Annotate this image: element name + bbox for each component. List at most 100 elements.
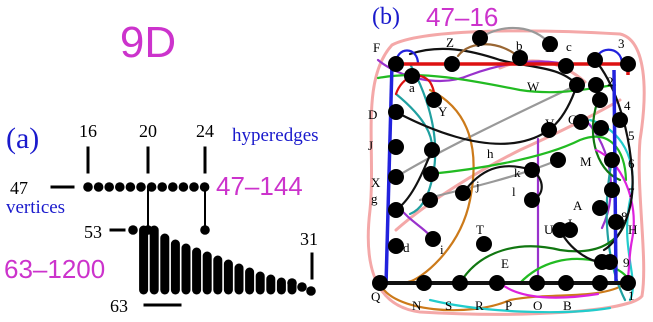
hyperedges-label: hyperedges <box>232 125 319 146</box>
number-20: 20 <box>139 121 157 141</box>
panel-b-count: 47–16 <box>426 2 498 32</box>
vertex-node <box>524 192 540 208</box>
vertex-label: S <box>445 298 452 313</box>
vertex-label: R <box>475 298 484 313</box>
vertex-node <box>455 185 471 201</box>
vertex-node <box>604 152 620 168</box>
vertex-dot <box>306 286 316 296</box>
vertex-node <box>372 275 388 291</box>
vertex-node <box>592 200 608 216</box>
number-53: 53 <box>84 222 102 242</box>
vertex-node <box>416 275 432 291</box>
vertex-label: 1 <box>628 288 635 303</box>
vertex-label: i <box>440 242 444 257</box>
vertex-node <box>594 254 610 270</box>
panel-b-label: (b) <box>372 4 400 30</box>
vertex-node <box>612 112 628 128</box>
vertex-node <box>592 92 608 108</box>
vertex-node <box>388 139 404 155</box>
vertex-node <box>424 142 440 158</box>
hyperedge-dot <box>125 182 136 192</box>
vertex-label: 5 <box>628 128 635 143</box>
vertex-label: l <box>512 184 516 199</box>
vertex-label: D <box>368 107 377 122</box>
number-31: 31 <box>300 229 318 249</box>
vertex-label: a <box>409 80 415 95</box>
vertex-node <box>388 238 404 254</box>
hyperedge-dot <box>136 182 146 192</box>
vertex-label: g <box>371 191 378 206</box>
vertex-label: h <box>487 146 494 161</box>
hyperedge-purple-top <box>376 58 574 82</box>
vertex-node <box>425 231 441 247</box>
vertex-label: 8 <box>621 209 628 224</box>
vertex-node <box>512 50 528 66</box>
connector-lines <box>147 187 206 230</box>
vertex-dot <box>287 278 297 288</box>
vertex-node <box>620 56 636 72</box>
vertex-node <box>388 202 404 218</box>
vertex-node <box>388 169 404 185</box>
vertex-node <box>452 275 468 291</box>
vertices-label: vertices <box>6 197 65 218</box>
vertex-label: K <box>545 40 555 55</box>
vertex-label: 7 <box>628 185 635 200</box>
vertex-node <box>569 77 585 93</box>
figure-title: 9D <box>120 18 176 67</box>
vertex-label: L <box>568 216 576 231</box>
vertex-label: N <box>412 298 422 313</box>
hyperedge-dot <box>157 182 167 192</box>
hyperedge-gray-diagonal-2 <box>418 158 560 202</box>
vertex-label: c <box>566 39 572 54</box>
vertex-node <box>552 222 568 238</box>
vertex-label: d <box>403 240 410 255</box>
hyperedge-magenta-2 <box>498 281 600 299</box>
hyperedge-gray-diagonal-1 <box>394 83 579 179</box>
vertex-range: 63–1200 <box>4 254 105 284</box>
hyperedge-dot <box>93 182 104 192</box>
vertex-label: W <box>527 79 540 94</box>
vertex-node <box>592 275 608 291</box>
vertex-node <box>388 56 404 72</box>
number-63: 63 <box>110 296 128 316</box>
vertex-label: 6 <box>628 156 635 171</box>
vertex-label: 4 <box>624 98 631 113</box>
panel-a-label: (a) <box>6 122 39 155</box>
vertex-label: A <box>573 198 583 213</box>
hyperedge-black-2 <box>408 47 579 87</box>
vertex-dot <box>297 282 307 292</box>
number-16: 16 <box>79 121 97 141</box>
frame-lines <box>380 62 630 286</box>
hyperedge-pink-outer <box>366 29 646 316</box>
vertex-node <box>388 104 404 120</box>
hyperedge-black-1 <box>394 83 579 145</box>
hyperedge-dot <box>178 182 189 192</box>
vertex-node <box>542 36 558 52</box>
hyperedge-orange-bottom <box>378 281 627 312</box>
vertex-node <box>558 58 574 74</box>
vertex-label: F <box>373 40 380 55</box>
vertex-dot <box>200 225 210 235</box>
vertex-label: Y <box>438 104 448 119</box>
vertex-node <box>604 182 620 198</box>
vertex-label: b <box>516 38 523 53</box>
vertex-node <box>489 275 505 291</box>
vertex-bar <box>128 225 138 235</box>
vertex-node <box>573 114 589 130</box>
hyperedge-teal-bottom <box>605 158 627 302</box>
hyperedge-dot <box>189 182 199 192</box>
vertex-label: V <box>545 116 555 131</box>
hyperedge-dot-row <box>83 182 210 192</box>
hyperedge-dot <box>168 182 178 192</box>
vertex-node <box>588 77 604 93</box>
vertex-node <box>541 122 557 138</box>
hypergraph-vertices <box>372 30 636 291</box>
vertex-label: j <box>475 178 480 193</box>
vertex-label: P <box>505 298 512 313</box>
vertex-node <box>423 166 439 182</box>
hyperedge-range: 47–144 <box>216 171 303 201</box>
vertex-label: J <box>368 138 373 153</box>
hyperedge-black-4 <box>461 165 534 195</box>
